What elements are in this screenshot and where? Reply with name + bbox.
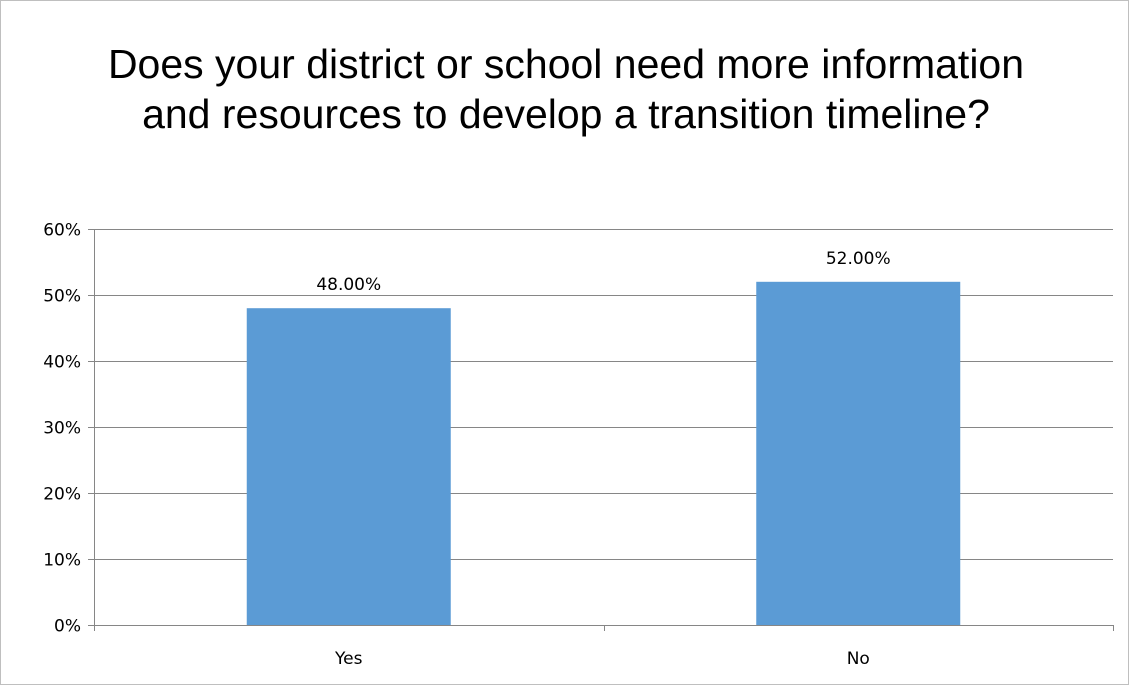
y-tick-label: 0%	[54, 617, 81, 637]
y-tick-label: 40%	[43, 353, 81, 373]
y-tick-label: 10%	[43, 551, 81, 571]
y-tick-label: 50%	[43, 287, 81, 307]
bar-no	[756, 281, 961, 625]
y-tick-label: 20%	[43, 485, 81, 505]
data-label: 48.00%	[316, 275, 381, 295]
y-tick-label: 60%	[43, 221, 81, 241]
x-category-label: No	[847, 649, 870, 669]
y-tick-label: 30%	[43, 419, 81, 439]
x-category-label: Yes	[334, 649, 363, 669]
data-label: 52.00%	[826, 249, 891, 269]
chart-title: Does your district or school need more i…	[107, 41, 1025, 137]
bar-yes	[246, 308, 451, 625]
